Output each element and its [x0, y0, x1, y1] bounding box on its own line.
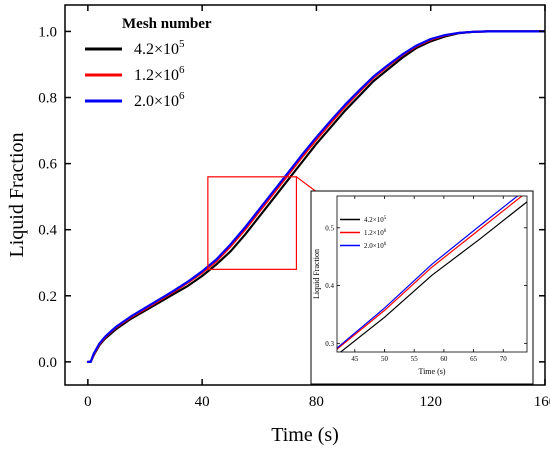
main-x-tick-label-4: 160 [534, 394, 550, 410]
main-legend-label-0: 4.2×105 [134, 38, 185, 58]
inset-legend-label-2: 2.0×106 [364, 242, 387, 250]
main-series-group [86, 30, 545, 363]
main-y-tick-label-5: 1.0 [38, 24, 57, 40]
main-legend-label-1: 1.2×106 [134, 64, 185, 84]
main-series-line-2 [86, 30, 545, 363]
main-x-tick-label-1: 40 [195, 394, 210, 410]
inset-y-axis-title: Liquid Fraction [312, 249, 321, 299]
inset-series-line-0 [339, 201, 527, 352]
main-legend-label-2: 2.0×106 [134, 90, 185, 110]
zoom-highlight-box [207, 176, 298, 270]
inset-series-group [337, 196, 527, 352]
inset-y-tick-label-0: 0.3 [325, 340, 334, 348]
main-y-tick-label-0: 0.0 [38, 355, 57, 371]
inset-plot: 45 50 55 60 65 70 0.3 0.4 0.5 Time (s) Liquid Frac… [310, 190, 534, 385]
inset-series-line-2 [337, 196, 519, 349]
inset-x-tick-label-1: 50 [381, 355, 389, 363]
main-legend-title: Mesh number [122, 16, 212, 32]
main-x-tick-label-0: 0 [84, 394, 92, 410]
main-y-tick-label-2: 0.4 [38, 223, 57, 239]
inset-y-tick-label-1: 0.4 [325, 282, 334, 290]
inset-x-tick-label-0: 45 [351, 355, 359, 363]
inset-series-line-1 [337, 196, 523, 350]
inset-x-axis-title: Time (s) [418, 367, 445, 376]
main-plot: 0 40 80 120 160 0.0 0.2 0.4 0.6 0.8 1.0 Time (s) Liq… [6, 4, 550, 446]
main-x-tick-label-3: 120 [419, 394, 442, 410]
main-x-axis-title: Time (s) [271, 424, 339, 446]
inset-y-tick-label-2: 0.5 [325, 224, 334, 232]
main-y-axis-title: Liquid Fraction [6, 133, 28, 258]
inset-x-tick-label-4: 65 [470, 355, 478, 363]
main-y-tick-label-1: 0.2 [38, 289, 57, 305]
main-x-tick-label-2: 80 [309, 394, 324, 410]
main-y-tick-label-3: 0.6 [38, 157, 57, 173]
inset-plot-frame [336, 195, 528, 353]
inset-x-tick-label-3: 60 [440, 355, 448, 363]
main-plot-frame [64, 4, 546, 386]
main-y-tick-label-4: 0.8 [38, 91, 57, 107]
inset-x-tick-label-5: 70 [500, 355, 508, 363]
inset-legend-label-1: 1.2×106 [364, 229, 387, 237]
inset-x-tick-label-2: 55 [411, 355, 419, 363]
inset-legend-label-0: 4.2×105 [364, 216, 387, 224]
